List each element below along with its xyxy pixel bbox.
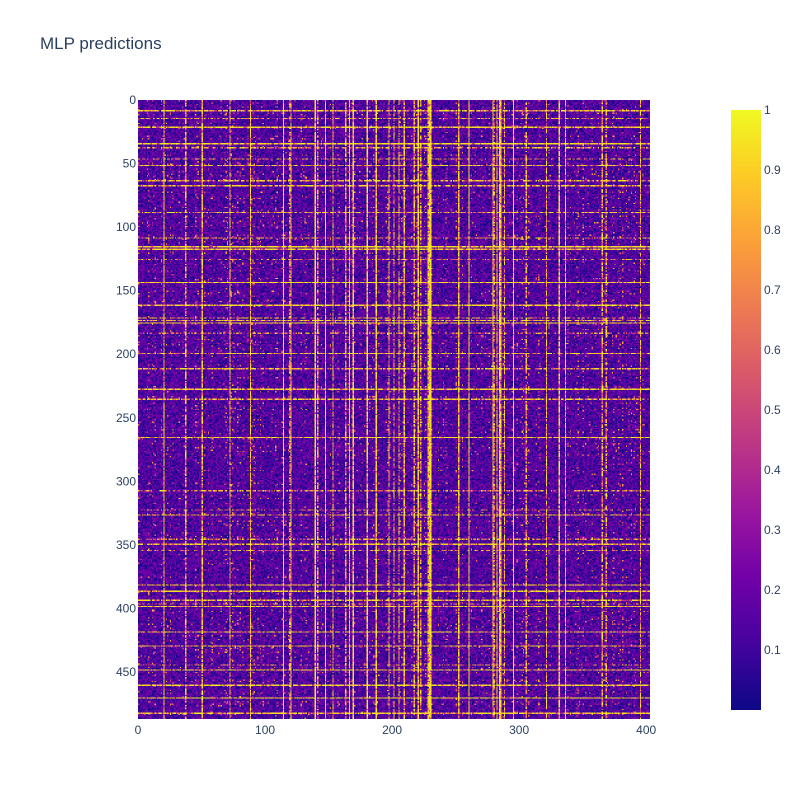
y-tick-label: 200 xyxy=(116,347,136,361)
colorbar-tick-label: 0.3 xyxy=(764,523,781,537)
colorbar-tick-label: 1 xyxy=(764,103,771,117)
y-tick-label: 300 xyxy=(116,474,136,488)
y-axis: 0 50 100 150 200 250 300 350 400 450 xyxy=(116,93,136,679)
y-tick-label: 0 xyxy=(129,93,136,107)
colorbar-axis: 0.1 0.2 0.3 0.4 0.5 0.6 0.7 0.8 0.9 1 xyxy=(764,103,781,657)
colorbar-tick-label: 0.8 xyxy=(764,223,781,237)
x-tick-label: 0 xyxy=(135,723,142,737)
colorbar xyxy=(731,110,761,710)
x-tick-label: 400 xyxy=(636,723,656,737)
x-tick-label: 200 xyxy=(382,723,402,737)
y-tick-label: 400 xyxy=(116,601,136,615)
colorbar-tick-label: 0.4 xyxy=(764,463,781,477)
y-tick-label: 100 xyxy=(116,220,136,234)
colorbar-tick-label: 0.9 xyxy=(764,163,781,177)
y-tick-label: 50 xyxy=(123,157,137,171)
x-tick-label: 300 xyxy=(509,723,529,737)
x-tick-label: 100 xyxy=(255,723,275,737)
heatmap-plot-area[interactable] xyxy=(138,100,650,719)
colorbar-tick-label: 0.6 xyxy=(764,343,781,357)
y-tick-label: 450 xyxy=(116,665,136,679)
chart-title: MLP predictions xyxy=(40,34,162,53)
colorbar-tick-label: 0.5 xyxy=(764,403,781,417)
y-tick-label: 150 xyxy=(116,284,136,298)
x-axis: 0 100 200 300 400 xyxy=(135,723,657,737)
colorbar-tick-label: 0.7 xyxy=(764,283,781,297)
y-tick-label: 250 xyxy=(116,411,136,425)
colorbar-tick-label: 0.1 xyxy=(764,643,781,657)
colorbar-tick-label: 0.2 xyxy=(764,583,781,597)
y-tick-label: 350 xyxy=(116,538,136,552)
